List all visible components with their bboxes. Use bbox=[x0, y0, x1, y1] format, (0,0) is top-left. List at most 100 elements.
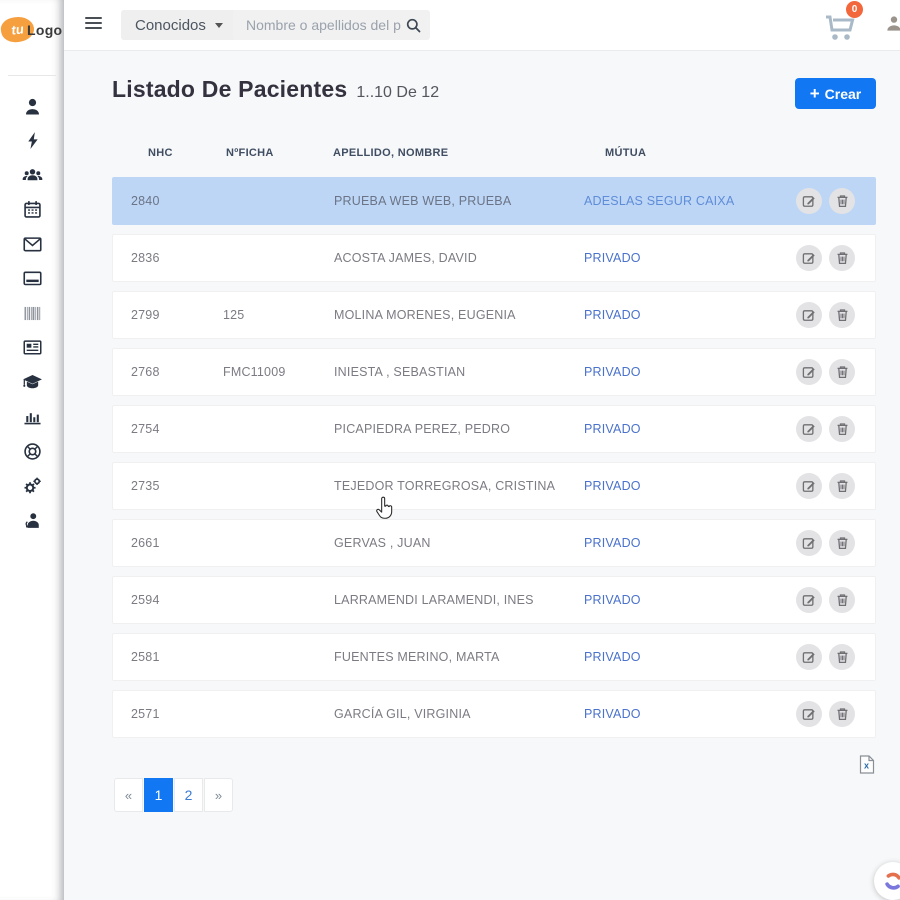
sidebar-item-barcode[interactable] bbox=[0, 301, 64, 325]
sidebar-item-settings[interactable] bbox=[0, 473, 64, 497]
cell-mutua: PRIVADO bbox=[584, 365, 641, 379]
delete-button[interactable] bbox=[829, 302, 855, 328]
table-row[interactable]: 2735 TEJEDOR TORREGROSA, CRISTINA PRIVAD… bbox=[112, 462, 876, 510]
create-button-label: Crear bbox=[824, 85, 862, 102]
create-button[interactable]: + Crear bbox=[795, 78, 876, 109]
cell-ficha: FMC11009 bbox=[223, 365, 286, 379]
search-icon[interactable] bbox=[406, 18, 421, 33]
excel-export-icon[interactable]: x bbox=[859, 755, 875, 777]
delete-button[interactable] bbox=[829, 587, 855, 613]
edit-button[interactable] bbox=[796, 302, 822, 328]
table-row[interactable]: 2571 GARCÍA GIL, VIRGINIA PRIVADO bbox=[112, 690, 876, 738]
sidebar-item-statistics[interactable] bbox=[0, 404, 64, 428]
cart-badge: 0 bbox=[846, 1, 863, 18]
search-input[interactable] bbox=[244, 16, 406, 34]
hamburger-menu-icon[interactable] bbox=[85, 17, 102, 31]
row-actions bbox=[796, 359, 855, 385]
pagination-page-2[interactable]: 2 bbox=[174, 778, 203, 812]
row-actions bbox=[796, 302, 855, 328]
pagination: « 1 2 » bbox=[114, 778, 233, 812]
cell-nhc: 2661 bbox=[131, 536, 160, 550]
edit-button[interactable] bbox=[796, 587, 822, 613]
delete-button[interactable] bbox=[829, 530, 855, 556]
delete-button[interactable] bbox=[829, 473, 855, 499]
cell-nombre: PRUEBA WEB WEB, PRUEBA bbox=[334, 194, 512, 208]
cell-mutua: ADESLAS SEGUR CAIXA bbox=[584, 194, 735, 208]
cell-nombre: FUENTES MERINO, MARTA bbox=[334, 650, 500, 664]
delete-button[interactable] bbox=[829, 644, 855, 670]
edit-button[interactable] bbox=[796, 701, 822, 727]
user-account-icon[interactable] bbox=[887, 16, 900, 34]
app-logo[interactable]: tu Logo bbox=[0, 12, 64, 48]
cell-nhc: 2571 bbox=[131, 707, 160, 721]
edit-button[interactable] bbox=[796, 359, 822, 385]
column-header-nhc: NHC bbox=[148, 147, 173, 159]
table-row[interactable]: 2799 125 MOLINA MORENES, EUGENIA PRIVADO bbox=[112, 291, 876, 339]
row-actions bbox=[796, 416, 855, 442]
row-actions bbox=[796, 644, 855, 670]
table-header: NHC NºFICHA APELLIDO, NOMBRE MÚTUA bbox=[112, 142, 876, 164]
cell-nombre: GERVAS , JUAN bbox=[334, 536, 431, 550]
table-row[interactable]: 2768 FMC11009 INIESTA , SEBASTIAN PRIVAD… bbox=[112, 348, 876, 396]
cell-nhc: 2836 bbox=[131, 251, 160, 265]
table-row[interactable]: 2840 PRUEBA WEB WEB, PRUEBA ADESLAS SEGU… bbox=[112, 177, 876, 225]
delete-button[interactable] bbox=[829, 416, 855, 442]
table-row[interactable]: 2661 GERVAS , JUAN PRIVADO bbox=[112, 519, 876, 567]
page-title: Listado De Pacientes bbox=[112, 76, 348, 102]
sidebar-item-news[interactable] bbox=[0, 335, 64, 359]
caret-down-icon bbox=[214, 22, 223, 28]
sidebar-item-education[interactable] bbox=[0, 370, 64, 394]
cell-mutua: PRIVADO bbox=[584, 479, 641, 493]
cell-ficha: 125 bbox=[223, 308, 245, 322]
cell-nombre: ACOSTA JAMES, DAVID bbox=[334, 251, 477, 265]
pagination-next[interactable]: » bbox=[204, 778, 233, 812]
edit-button[interactable] bbox=[796, 188, 822, 214]
edit-button[interactable] bbox=[796, 416, 822, 442]
delete-button[interactable] bbox=[829, 245, 855, 271]
row-actions bbox=[796, 587, 855, 613]
table-row[interactable]: 2581 FUENTES MERINO, MARTA PRIVADO bbox=[112, 633, 876, 681]
table-row[interactable]: 2594 LARRAMENDI LARAMENDI, INES PRIVADO bbox=[112, 576, 876, 624]
patient-list: 2840 PRUEBA WEB WEB, PRUEBA ADESLAS SEGU… bbox=[112, 177, 876, 747]
page-range: 1..10 De 12 bbox=[356, 84, 440, 101]
sidebar-divider bbox=[8, 75, 56, 76]
sidebar-item-support[interactable] bbox=[0, 439, 64, 463]
sidebar-item-professionals[interactable] bbox=[0, 508, 64, 532]
sidebar-item-calendar[interactable] bbox=[0, 197, 64, 221]
delete-button[interactable] bbox=[829, 359, 855, 385]
cell-mutua: PRIVADO bbox=[584, 650, 641, 664]
delete-button[interactable] bbox=[829, 188, 855, 214]
cell-nhc: 2735 bbox=[131, 479, 160, 493]
column-header-nombre: APELLIDO, NOMBRE bbox=[333, 147, 449, 159]
cell-mutua: PRIVADO bbox=[584, 251, 641, 265]
pagination-page-1[interactable]: 1 bbox=[144, 778, 173, 812]
cell-mutua: PRIVADO bbox=[584, 422, 641, 436]
edit-button[interactable] bbox=[796, 530, 822, 556]
sidebar-item-billing[interactable] bbox=[0, 266, 64, 290]
delete-button[interactable] bbox=[829, 701, 855, 727]
table-row[interactable]: 2754 PICAPIEDRA PEREZ, PEDRO PRIVADO bbox=[112, 405, 876, 453]
row-actions bbox=[796, 701, 855, 727]
search-box bbox=[233, 10, 430, 40]
pagination-prev[interactable]: « bbox=[114, 778, 143, 812]
search-filter-dropdown[interactable]: Conocidos bbox=[121, 10, 237, 40]
floating-sync-button[interactable] bbox=[874, 862, 900, 900]
page-header: Listado De Pacientes 1..10 De 12 bbox=[112, 76, 439, 103]
column-header-ficha: NºFICHA bbox=[226, 147, 274, 159]
sidebar-item-patients[interactable] bbox=[0, 94, 64, 118]
cell-nhc: 2754 bbox=[131, 422, 160, 436]
table-row[interactable]: 2836 ACOSTA JAMES, DAVID PRIVADO bbox=[112, 234, 876, 282]
sidebar-item-messages[interactable] bbox=[0, 232, 64, 256]
topbar: Conocidos 0 bbox=[64, 0, 900, 51]
cart-button[interactable] bbox=[822, 11, 866, 45]
sidebar-item-activity[interactable] bbox=[0, 128, 64, 152]
edit-button[interactable] bbox=[796, 644, 822, 670]
edit-button[interactable] bbox=[796, 245, 822, 271]
edit-button[interactable] bbox=[796, 473, 822, 499]
row-actions bbox=[796, 188, 855, 214]
cart-icon bbox=[822, 13, 866, 43]
sidebar-item-groups[interactable] bbox=[0, 163, 64, 187]
cell-mutua: PRIVADO bbox=[584, 707, 641, 721]
row-actions bbox=[796, 530, 855, 556]
